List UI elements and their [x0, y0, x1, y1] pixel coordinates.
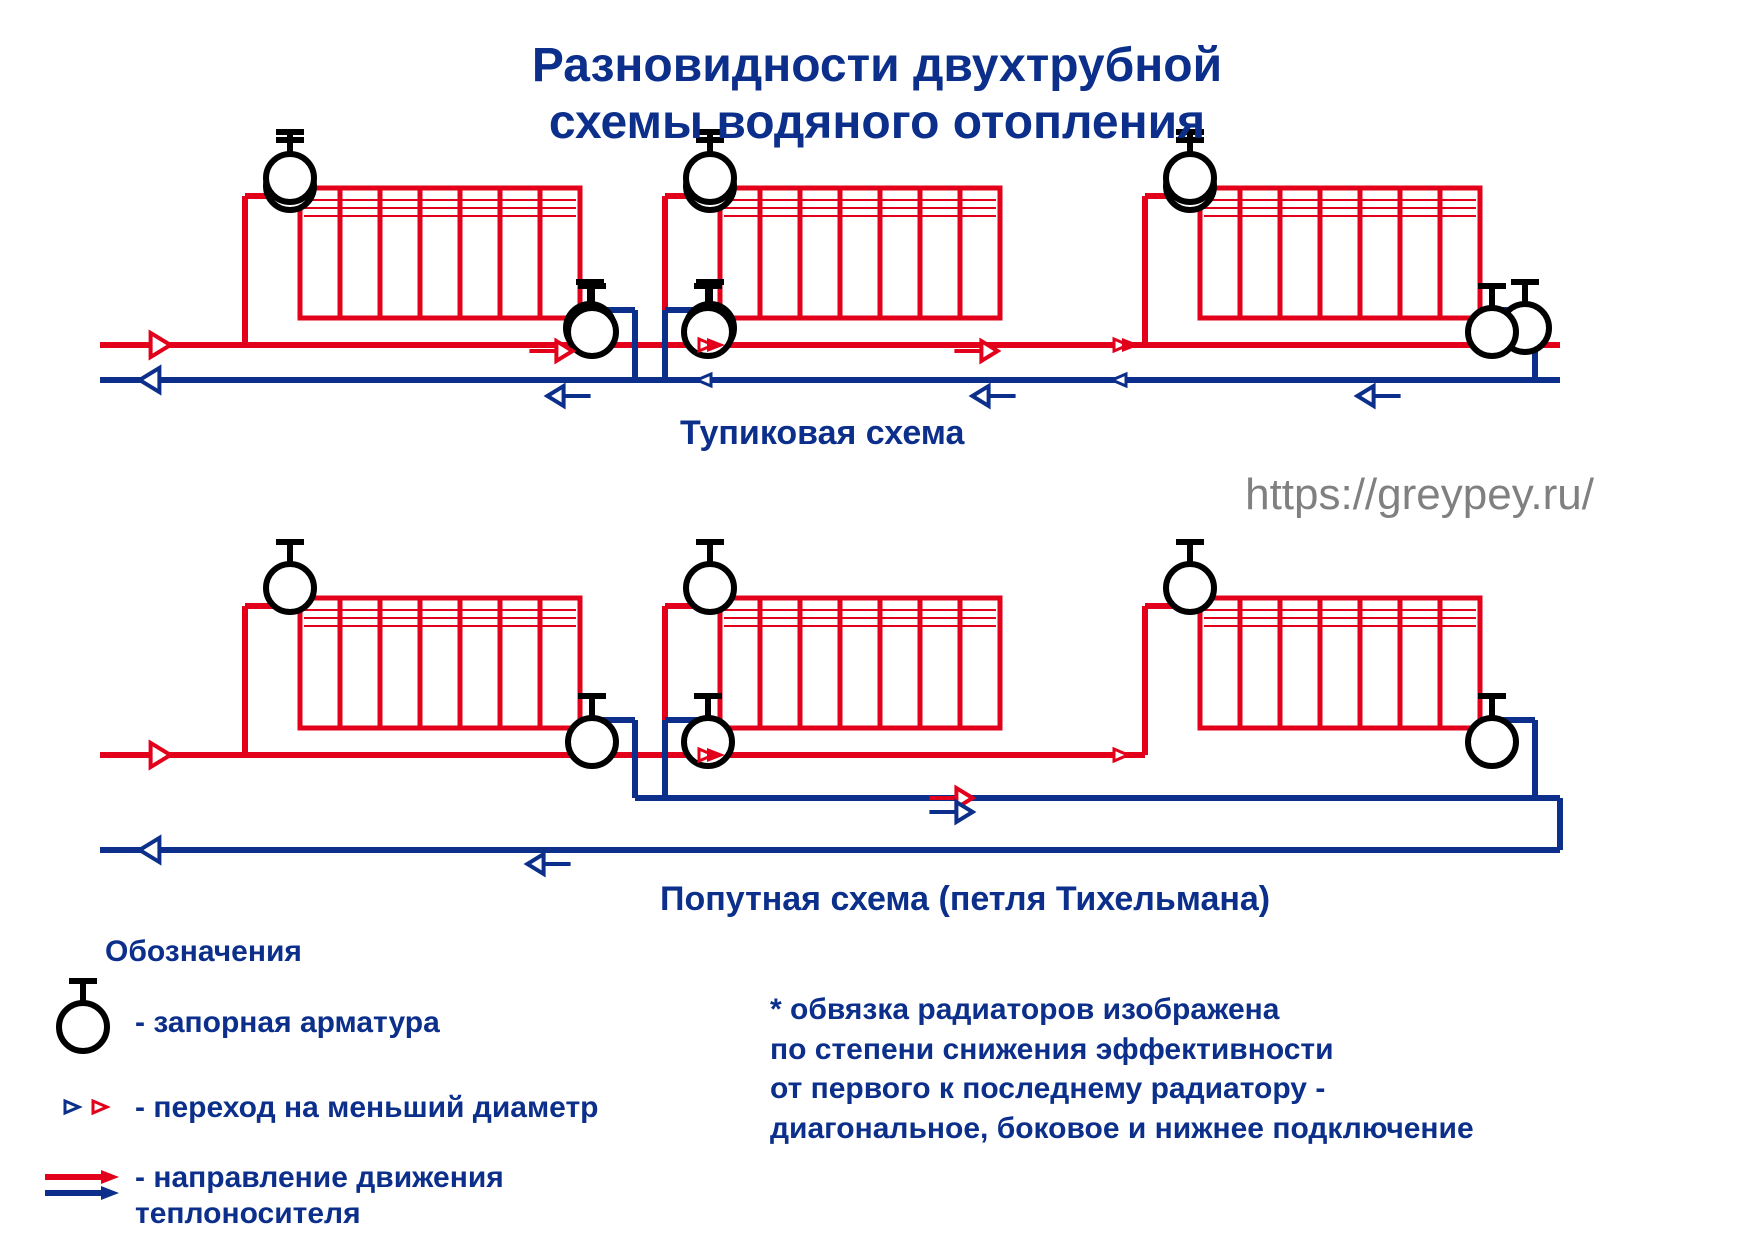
scheme2-label: Попутная схема (петля Тихельмана) — [660, 880, 1270, 919]
legend-item-flow: - направление движения теплоносителя — [135, 1160, 504, 1232]
scheme1-label: Тупиковая схема — [680, 414, 964, 453]
legend3-line2: теплоносителя — [135, 1197, 361, 1230]
legend-header: Обозначения — [105, 935, 302, 969]
title-line-1: Разновидности двухтрубной — [0, 38, 1754, 95]
legend-icons — [45, 981, 119, 1200]
legend-item-valve: - запорная арматура — [135, 1005, 440, 1041]
scheme-1 — [100, 132, 1560, 406]
page-title: Разновидности двухтрубной схемы водяного… — [0, 38, 1754, 151]
footnote: * обвязка радиаторов изображена по степе… — [770, 990, 1474, 1148]
legend-item-reducer: - переход на меньший диаметр — [135, 1090, 598, 1126]
note-line1: * обвязка радиаторов изображена — [770, 993, 1279, 1026]
scheme-2 — [100, 542, 1560, 874]
title-line-2: схемы водяного отопления — [0, 95, 1754, 152]
note-line4: диагональное, боковое и нижнее подключен… — [770, 1112, 1474, 1145]
legend3-line1: - направление движения — [135, 1161, 504, 1194]
watermark-url: https://greypey.ru/ — [1245, 470, 1594, 520]
note-line2: по степени снижения эффективности — [770, 1033, 1334, 1066]
note-line3: от первого к последнему радиатору - — [770, 1072, 1325, 1105]
